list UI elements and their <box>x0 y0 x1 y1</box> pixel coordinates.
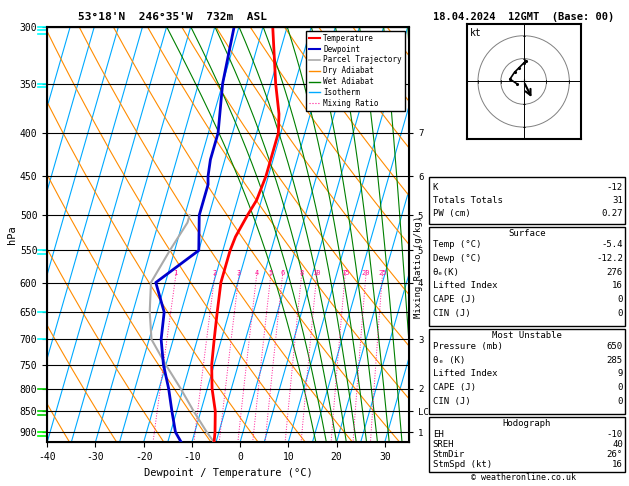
Text: Lifted Index: Lifted Index <box>433 281 498 290</box>
X-axis label: Dewpoint / Temperature (°C): Dewpoint / Temperature (°C) <box>143 468 313 478</box>
Text: -10: -10 <box>607 430 623 439</box>
Text: 25: 25 <box>378 270 387 277</box>
Text: 9: 9 <box>618 369 623 379</box>
Text: CAPE (J): CAPE (J) <box>433 383 476 392</box>
Text: 0: 0 <box>618 309 623 318</box>
Text: Most Unstable: Most Unstable <box>492 330 562 340</box>
Text: © weatheronline.co.uk: © weatheronline.co.uk <box>472 473 576 482</box>
Text: Pressure (mb): Pressure (mb) <box>433 342 503 351</box>
Text: 276: 276 <box>607 268 623 277</box>
Bar <box>429 329 625 414</box>
Text: 31: 31 <box>612 196 623 205</box>
Text: 8: 8 <box>299 270 304 277</box>
Text: 16: 16 <box>612 281 623 290</box>
Text: 20: 20 <box>362 270 370 277</box>
Text: 0: 0 <box>618 295 623 304</box>
Legend: Temperature, Dewpoint, Parcel Trajectory, Dry Adiabat, Wet Adiabat, Isotherm, Mi: Temperature, Dewpoint, Parcel Trajectory… <box>306 31 405 111</box>
Text: EH: EH <box>433 430 443 439</box>
Text: 3: 3 <box>237 270 241 277</box>
Y-axis label: hPa: hPa <box>7 225 17 244</box>
Text: K: K <box>433 183 438 192</box>
Text: θₑ(K): θₑ(K) <box>433 268 460 277</box>
Text: 1: 1 <box>174 270 178 277</box>
Text: StmDir: StmDir <box>433 450 465 459</box>
Text: Mixing Ratio (g/kg): Mixing Ratio (g/kg) <box>414 216 423 318</box>
Text: kt: kt <box>470 28 482 38</box>
Text: Surface: Surface <box>508 229 545 238</box>
Text: 26°: 26° <box>607 450 623 459</box>
Text: 10: 10 <box>313 270 321 277</box>
Text: 15: 15 <box>341 270 349 277</box>
Text: 4: 4 <box>254 270 259 277</box>
Text: -12.2: -12.2 <box>596 254 623 263</box>
Y-axis label: km
ASL: km ASL <box>429 235 445 254</box>
Bar <box>429 177 625 224</box>
Text: -5.4: -5.4 <box>601 240 623 249</box>
Text: 53°18'N  246°35'W  732m  ASL: 53°18'N 246°35'W 732m ASL <box>79 12 267 22</box>
Text: Lifted Index: Lifted Index <box>433 369 498 379</box>
Text: 6: 6 <box>281 270 284 277</box>
Text: Temp (°C): Temp (°C) <box>433 240 481 249</box>
Text: CAPE (J): CAPE (J) <box>433 295 476 304</box>
Text: Totals Totals: Totals Totals <box>433 196 503 205</box>
Text: 18.04.2024  12GMT  (Base: 00): 18.04.2024 12GMT (Base: 00) <box>433 12 615 22</box>
Text: 5: 5 <box>269 270 273 277</box>
Text: 2: 2 <box>213 270 217 277</box>
Text: SREH: SREH <box>433 440 454 449</box>
Text: 0: 0 <box>618 383 623 392</box>
Text: 285: 285 <box>607 356 623 364</box>
Text: 0.27: 0.27 <box>601 209 623 218</box>
Text: -12: -12 <box>607 183 623 192</box>
Text: 16: 16 <box>612 459 623 469</box>
Bar <box>429 417 625 472</box>
Text: θₑ (K): θₑ (K) <box>433 356 465 364</box>
Text: PW (cm): PW (cm) <box>433 209 470 218</box>
Text: Hodograph: Hodograph <box>503 419 551 428</box>
Text: CIN (J): CIN (J) <box>433 309 470 318</box>
Text: CIN (J): CIN (J) <box>433 397 470 406</box>
Text: StmSpd (kt): StmSpd (kt) <box>433 459 492 469</box>
Bar <box>429 227 625 326</box>
Text: 40: 40 <box>612 440 623 449</box>
Text: 650: 650 <box>607 342 623 351</box>
Text: 0: 0 <box>618 397 623 406</box>
Text: Dewp (°C): Dewp (°C) <box>433 254 481 263</box>
